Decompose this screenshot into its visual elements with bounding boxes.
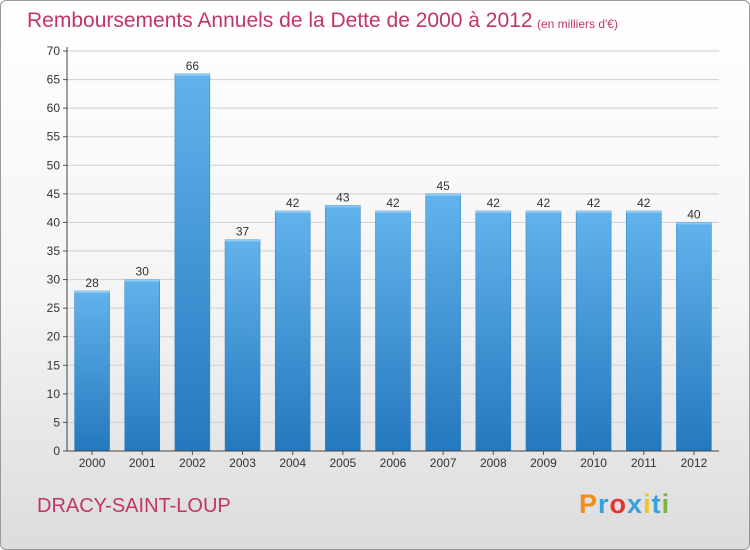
logo-letter: P xyxy=(579,489,599,519)
logo-letter: t xyxy=(651,489,662,519)
value-label: 37 xyxy=(236,225,250,239)
bar-top-highlight xyxy=(174,73,210,76)
value-label: 43 xyxy=(336,190,350,204)
bar-2001 xyxy=(124,279,160,452)
y-tick-label: 40 xyxy=(47,215,61,229)
x-tick-label: 2010 xyxy=(580,456,607,470)
commune-name: DRACY-SAINT-LOUP xyxy=(37,495,231,517)
logo-letter: o xyxy=(609,489,628,519)
bar-top-highlight xyxy=(626,211,662,213)
x-tick-label: 2004 xyxy=(279,456,306,470)
bar-top-highlight xyxy=(275,211,311,213)
x-tick-label: 2000 xyxy=(79,456,106,470)
value-label: 28 xyxy=(85,276,99,290)
y-tick-label: 15 xyxy=(47,358,61,372)
bar-top-highlight xyxy=(475,211,511,213)
logo-letter: i xyxy=(661,489,671,519)
y-tick-label: 0 xyxy=(53,444,60,458)
bar-top-highlight xyxy=(124,279,160,282)
bar-2008 xyxy=(475,210,512,452)
value-label: 66 xyxy=(186,59,200,73)
x-tick-label: 2009 xyxy=(530,456,557,470)
x-tick-label: 2005 xyxy=(329,456,356,470)
logo-letter: i xyxy=(643,489,652,519)
y-tick-label: 25 xyxy=(47,301,61,315)
bar-top-highlight xyxy=(225,239,261,242)
bar-2012 xyxy=(676,222,712,452)
value-label: 45 xyxy=(436,179,450,193)
value-label: 42 xyxy=(587,196,601,210)
y-tick-label: 45 xyxy=(47,187,61,201)
x-tick-label: 2006 xyxy=(380,456,407,470)
proxiti-logo: Proxiti xyxy=(579,489,670,520)
bar-2007 xyxy=(425,193,461,452)
chart-title: Remboursements Annuels de la Dette de 20… xyxy=(27,9,533,32)
axes xyxy=(63,47,719,455)
y-tick-label: 35 xyxy=(47,244,61,258)
bar-2006 xyxy=(375,210,411,452)
y-tick-label: 70 xyxy=(47,44,61,58)
logo-letter: x xyxy=(627,489,644,519)
x-tick-label: 2007 xyxy=(430,456,457,470)
x-tick-label: 2008 xyxy=(480,456,507,470)
x-tick-label: 2001 xyxy=(129,456,156,470)
bar-2011 xyxy=(626,210,662,452)
labels: 0 5 10 15 20 25 30 35 40 45 50 55 60 65 70 28 2000 30 2001… xyxy=(47,44,708,470)
x-tick-label: 2002 xyxy=(179,456,206,470)
bar-2004 xyxy=(274,210,311,452)
chart-unit: (en milliers d'€) xyxy=(537,17,618,31)
bar-2002 xyxy=(174,73,211,452)
y-tick-label: 30 xyxy=(47,273,61,287)
bar-top-highlight xyxy=(325,205,361,208)
value-label: 42 xyxy=(386,196,400,210)
y-tick-label: 55 xyxy=(47,130,61,144)
y-tick-label: 20 xyxy=(47,330,61,344)
bars xyxy=(74,73,712,452)
value-label: 30 xyxy=(136,265,150,279)
bar-2003 xyxy=(224,239,261,452)
y-tick-label: 60 xyxy=(47,101,61,115)
value-label: 42 xyxy=(286,196,300,210)
y-tick-label: 10 xyxy=(47,387,61,401)
bar-top-highlight xyxy=(525,211,561,213)
value-label: 42 xyxy=(637,196,651,210)
x-tick-label: 2012 xyxy=(681,456,708,470)
bar-top-highlight xyxy=(375,211,411,213)
bar-2005 xyxy=(325,205,361,452)
y-tick-label: 65 xyxy=(47,73,61,87)
bar-top-highlight xyxy=(576,211,612,213)
bar-top-highlight xyxy=(676,222,712,225)
bar-top-highlight xyxy=(74,291,110,293)
value-label: 40 xyxy=(687,207,701,221)
y-tick-label: 5 xyxy=(53,415,60,429)
bar-2010 xyxy=(575,210,612,452)
x-tick-label: 2011 xyxy=(631,456,657,470)
y-tick-label: 50 xyxy=(47,158,61,172)
bar-2009 xyxy=(525,210,562,452)
logo-letter: r xyxy=(598,489,610,519)
x-tick-label: 2003 xyxy=(229,456,256,470)
bar-2000 xyxy=(74,290,110,452)
bar-top-highlight xyxy=(425,193,461,196)
value-label: 42 xyxy=(537,196,551,210)
value-label: 42 xyxy=(487,196,501,210)
